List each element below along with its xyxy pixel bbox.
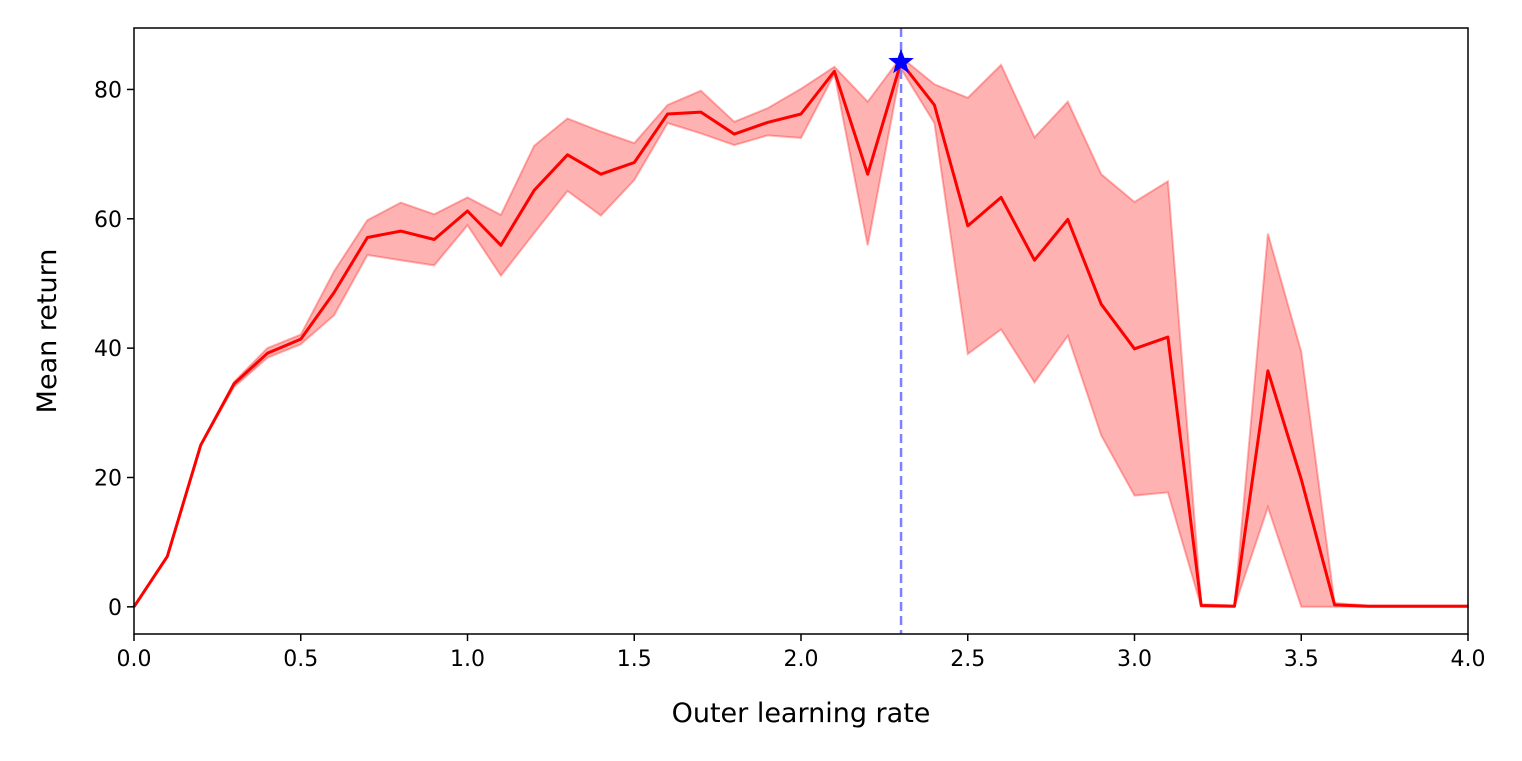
x-axis: 0.0 0.5 1.0 1.5 2.0 2.5 3.0 3.5 4.0 bbox=[117, 634, 1486, 672]
x-tick-label: 1.0 bbox=[450, 647, 485, 672]
x-tick-label: 0.0 bbox=[117, 647, 152, 672]
series-line-layer bbox=[132, 60, 1468, 608]
x-tick-label: 3.5 bbox=[1284, 647, 1319, 672]
y-axis-label: Mean return bbox=[32, 249, 63, 414]
annotation-layer bbox=[888, 28, 914, 634]
x-axis-label: Outer learning rate bbox=[672, 698, 931, 729]
y-tick-label: 0 bbox=[108, 596, 122, 621]
best-point-star-marker bbox=[888, 48, 914, 74]
x-tick-label: 4.0 bbox=[1451, 647, 1486, 672]
y-tick-label: 40 bbox=[94, 337, 122, 362]
y-axis: 0 20 40 60 80 bbox=[94, 78, 134, 621]
x-tick-label: 3.0 bbox=[1117, 647, 1152, 672]
x-tick-label: 0.5 bbox=[283, 647, 318, 672]
x-tick-label: 2.5 bbox=[950, 647, 985, 672]
x-tick-label: 2.0 bbox=[784, 647, 819, 672]
mean-return-line bbox=[132, 60, 1468, 608]
y-tick-label: 60 bbox=[94, 208, 122, 233]
x-tick-label: 1.5 bbox=[617, 647, 652, 672]
y-tick-label: 20 bbox=[94, 466, 122, 491]
y-tick-label: 80 bbox=[94, 78, 122, 103]
